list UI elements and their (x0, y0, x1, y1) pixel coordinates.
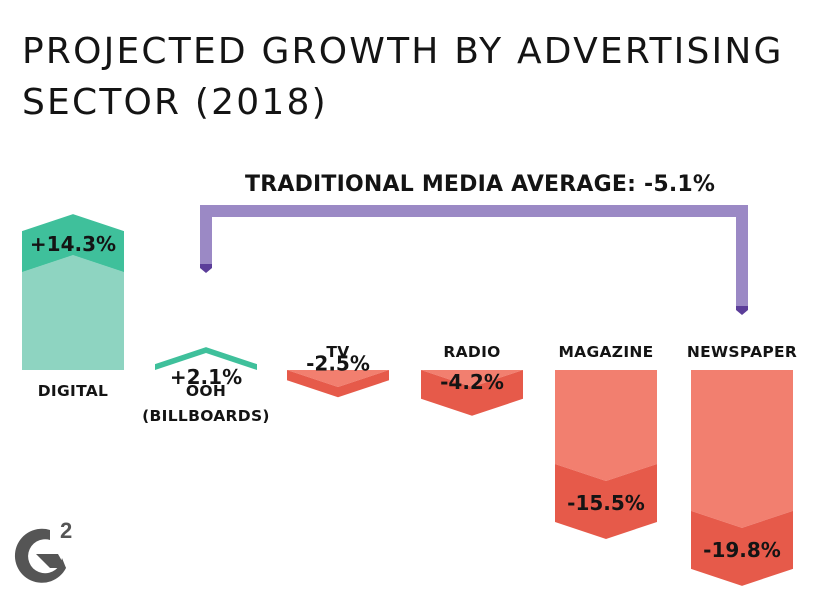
bar-band-digital (22, 214, 124, 273)
average-bracket-tip-2 (736, 306, 748, 315)
value-label-radio: -4.2% (440, 370, 504, 394)
category-label-newspaper: NEWSPAPER (687, 343, 797, 361)
average-bracket-tip-1 (200, 264, 212, 273)
chart-title: PROJECTED GROWTH BY ADVERTISING SECTOR (… (22, 26, 802, 128)
value-label-digital: +14.3% (30, 232, 116, 256)
title-line-2: SECTOR (2018) (22, 82, 328, 123)
bars-group (22, 214, 793, 586)
bar-radio (421, 370, 523, 416)
category-labels-group: DIGITAL OOH (BILLBOARDS) TV RADIO MAGAZINE NEW… (38, 343, 797, 425)
value-label-tv: -2.5% (306, 351, 370, 375)
category-label-ooh-billboards-line-2: (BILLBOARDS) (142, 407, 270, 425)
bar-body-tv (287, 370, 389, 387)
bar-magazine (555, 370, 657, 539)
category-label-radio: RADIO (443, 343, 500, 361)
bar-band-ooh-billboards (155, 347, 257, 370)
category-label-ooh-billboards-line-1: OOH (186, 382, 226, 400)
average-bracket-line (200, 205, 748, 310)
value-labels-group: +14.3% +2.1% -2.5% -4.2% -15.5% -19.8% (30, 232, 781, 562)
category-label-digital: DIGITAL (38, 382, 108, 400)
traditional-media-average-label: TRADITIONAL MEDIA AVERAGE: -5.1% (245, 172, 716, 197)
value-label-ooh-billboards: +2.1% (170, 365, 242, 389)
bar-body-radio (421, 370, 523, 387)
value-label-magazine: -15.5% (567, 491, 645, 515)
bar-ooh-billboards (155, 347, 257, 370)
bar-body-digital (22, 255, 124, 370)
g2-logo-superscript: 2 (60, 518, 72, 543)
title-line-1: PROJECTED GROWTH BY ADVERTISING (22, 31, 784, 72)
bar-band-magazine (555, 463, 657, 539)
category-label-tv: TV (326, 343, 349, 361)
average-bracket (200, 205, 748, 315)
bar-band-newspaper (691, 510, 793, 586)
bar-digital (22, 214, 124, 370)
g2-logo: 2 (14, 518, 72, 583)
bar-band-tv (287, 370, 389, 398)
bar-newspaper (691, 370, 793, 586)
bar-body-magazine (555, 370, 657, 481)
bar-band-radio (421, 370, 523, 416)
value-label-newspaper: -19.8% (703, 538, 781, 562)
g2-logo-g-icon (14, 528, 66, 583)
category-label-magazine: MAGAZINE (558, 343, 653, 361)
bar-body-newspaper (691, 370, 793, 528)
bar-tv (287, 370, 389, 398)
